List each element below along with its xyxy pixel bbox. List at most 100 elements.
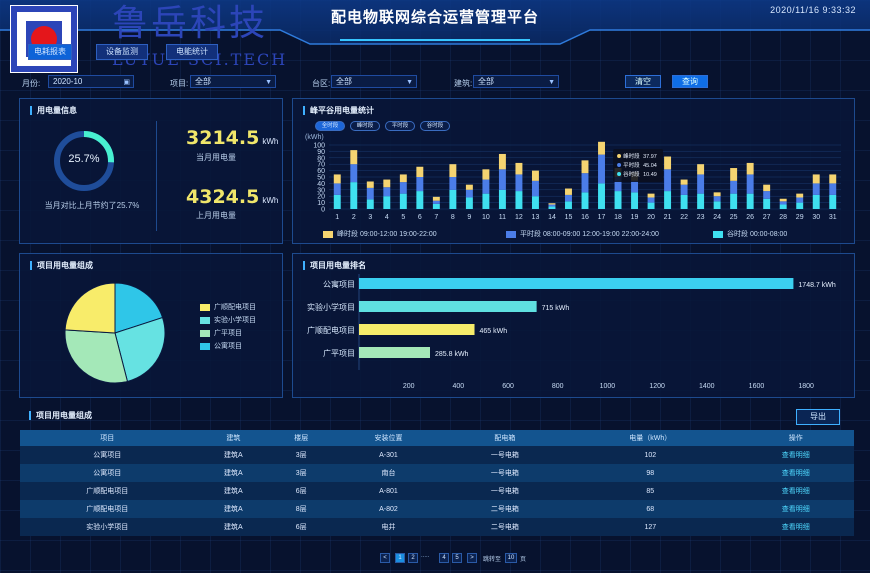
bar-segment-peak-day-23[interactable]	[697, 164, 705, 175]
bar-segment-peak-day-16[interactable]	[581, 160, 589, 174]
bar-segment-flat-day-29[interactable]	[796, 197, 804, 203]
bar-segment-valley-day-4[interactable]	[383, 196, 391, 209]
bar-segment-flat-day-20[interactable]	[647, 197, 655, 203]
pie-slice-0[interactable]	[64, 282, 116, 334]
rank-bar-2[interactable]	[359, 324, 475, 335]
bar-segment-flat-day-17[interactable]	[598, 154, 605, 184]
bar-segment-valley-day-18[interactable]	[614, 191, 622, 209]
page-button-1[interactable]: 1	[395, 553, 405, 563]
project-select[interactable]: 全部 ▼	[190, 75, 276, 88]
bar-segment-valley-day-5[interactable]	[399, 193, 407, 209]
rank-bar-3[interactable]	[359, 347, 430, 358]
view-detail-link[interactable]: 查看明细	[737, 500, 854, 518]
period-tab-1[interactable]: 峰时段	[350, 121, 380, 131]
page-button-5[interactable]: 5	[452, 553, 462, 563]
bar-segment-flat-day-5[interactable]	[399, 182, 407, 194]
page-button-2[interactable]: 2	[408, 553, 418, 563]
view-detail-link[interactable]: 查看明细	[737, 482, 854, 500]
bar-segment-valley-day-28[interactable]	[779, 204, 787, 209]
bar-segment-valley-day-21[interactable]	[664, 191, 672, 209]
bar-segment-peak-day-12[interactable]	[515, 162, 523, 175]
view-detail-link[interactable]: 查看明细	[737, 464, 854, 482]
bar-segment-valley-day-25[interactable]	[730, 193, 738, 209]
bar-segment-valley-day-3[interactable]	[366, 199, 374, 209]
bar-segment-flat-day-22[interactable]	[680, 184, 688, 195]
bar-segment-valley-day-6[interactable]	[416, 191, 424, 209]
bar-segment-flat-day-8[interactable]	[449, 177, 457, 190]
view-detail-link[interactable]: 查看明细	[737, 518, 854, 536]
bar-segment-peak-day-14[interactable]	[548, 203, 556, 205]
rank-bar-0[interactable]	[359, 278, 794, 289]
bar-segment-peak-day-28[interactable]	[779, 198, 787, 202]
bar-segment-flat-day-27[interactable]	[763, 191, 771, 199]
bar-segment-valley-day-22[interactable]	[680, 194, 688, 209]
bar-segment-flat-day-2[interactable]	[350, 164, 358, 183]
bar-segment-valley-day-24[interactable]	[713, 201, 721, 209]
bar-segment-flat-day-30[interactable]	[812, 183, 820, 195]
period-tab-3[interactable]: 谷时段	[420, 121, 450, 131]
bar-segment-valley-day-7[interactable]	[432, 203, 440, 209]
bar-segment-peak-day-6[interactable]	[416, 166, 424, 177]
bar-segment-peak-day-4[interactable]	[383, 179, 391, 188]
bar-segment-valley-day-1[interactable]	[333, 194, 341, 209]
bar-segment-peak-day-1[interactable]	[333, 174, 341, 184]
bar-segment-valley-day-27[interactable]	[763, 198, 771, 209]
zone-select[interactable]: 全部 ▼	[331, 75, 417, 88]
building-select[interactable]: 全部 ▼	[473, 75, 559, 88]
query-button[interactable]: 查询	[672, 75, 708, 88]
bar-segment-peak-day-8[interactable]	[449, 164, 457, 177]
bar-segment-valley-day-17[interactable]	[598, 183, 605, 209]
month-picker[interactable]: 2020-10 ▣	[48, 75, 134, 88]
bar-segment-peak-day-11[interactable]	[498, 153, 506, 170]
bar-segment-peak-day-2[interactable]	[350, 150, 358, 165]
bar-segment-flat-day-19[interactable]	[631, 180, 639, 193]
bar-segment-valley-day-10[interactable]	[482, 193, 490, 209]
next-page-button[interactable]: >	[467, 553, 477, 563]
bar-segment-flat-day-9[interactable]	[465, 189, 473, 198]
bar-segment-valley-day-26[interactable]	[746, 193, 754, 209]
bar-segment-valley-day-9[interactable]	[465, 197, 473, 209]
bar-segment-valley-day-16[interactable]	[581, 192, 589, 209]
bar-segment-peak-day-20[interactable]	[647, 193, 655, 198]
bar-segment-flat-day-14[interactable]	[548, 204, 556, 207]
pie-slice-3[interactable]	[114, 282, 164, 334]
bar-segment-flat-day-18[interactable]	[614, 177, 622, 192]
bar-segment-flat-day-24[interactable]	[713, 196, 721, 202]
bar-segment-valley-day-12[interactable]	[515, 191, 523, 209]
bar-segment-peak-day-26[interactable]	[746, 162, 754, 175]
nav-monitor-button[interactable]: 设备监测	[96, 44, 148, 60]
nav-report-button[interactable]: 电耗报表	[28, 44, 72, 60]
bar-segment-flat-day-10[interactable]	[482, 179, 490, 194]
bar-segment-peak-day-27[interactable]	[763, 184, 771, 192]
pie-slice-2[interactable]	[64, 329, 129, 384]
bar-segment-peak-day-10[interactable]	[482, 169, 490, 180]
bar-segment-flat-day-25[interactable]	[730, 180, 738, 194]
bar-segment-peak-day-31[interactable]	[829, 174, 837, 184]
bar-segment-valley-day-19[interactable]	[631, 192, 639, 209]
bar-segment-peak-day-5[interactable]	[399, 174, 407, 183]
bar-segment-flat-day-28[interactable]	[779, 201, 787, 205]
period-tab-2[interactable]: 平时段	[385, 121, 415, 131]
bar-segment-peak-day-21[interactable]	[664, 156, 672, 170]
bar-segment-valley-day-15[interactable]	[565, 201, 572, 209]
bar-segment-flat-day-23[interactable]	[697, 174, 705, 194]
bar-segment-valley-day-11[interactable]	[498, 189, 506, 209]
bar-segment-flat-day-12[interactable]	[515, 174, 523, 192]
bar-segment-peak-day-9[interactable]	[465, 184, 473, 190]
period-tab-0[interactable]: 全时段	[315, 121, 345, 131]
bar-segment-flat-day-13[interactable]	[531, 180, 539, 197]
goto-input[interactable]: 10	[505, 553, 517, 563]
bar-segment-flat-day-26[interactable]	[746, 174, 754, 194]
pie-slice-1[interactable]	[114, 316, 166, 383]
bar-segment-flat-day-31[interactable]	[829, 183, 837, 195]
bar-segment-valley-day-14[interactable]	[548, 206, 556, 209]
bar-segment-flat-day-4[interactable]	[383, 187, 391, 197]
clear-button[interactable]: 清空	[625, 75, 661, 88]
bar-segment-flat-day-15[interactable]	[565, 194, 572, 202]
bar-segment-valley-day-20[interactable]	[647, 202, 655, 209]
bar-segment-peak-day-7[interactable]	[432, 196, 440, 201]
bar-segment-valley-day-23[interactable]	[697, 193, 705, 209]
bar-segment-peak-day-15[interactable]	[565, 188, 572, 195]
bar-segment-flat-day-11[interactable]	[498, 169, 506, 190]
bar-segment-valley-day-30[interactable]	[812, 194, 820, 209]
